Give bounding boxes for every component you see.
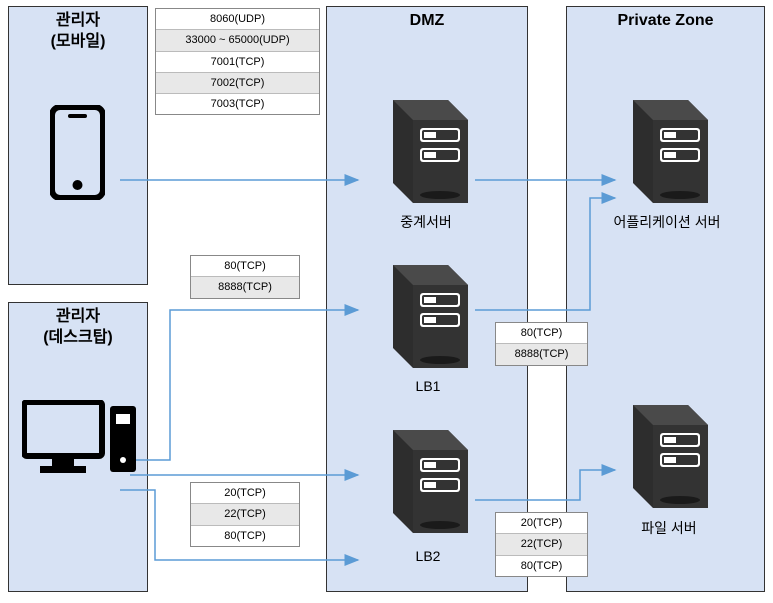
port-row: 20(TCP) — [496, 513, 587, 534]
port-row: 22(TCP) — [496, 534, 587, 555]
label-file: 파일 서버 — [634, 518, 704, 538]
port-row: 33000 ~ 65000(UDP) — [156, 30, 319, 51]
server-lb1-icon — [378, 260, 473, 375]
port-row: 7003(TCP) — [156, 94, 319, 114]
port-row: 20(TCP) — [191, 483, 299, 504]
port-row: 7002(TCP) — [156, 73, 319, 94]
phone-icon — [50, 105, 105, 200]
label-lb2: LB2 — [413, 548, 443, 564]
server-relay-icon — [378, 95, 473, 210]
port-row: 80(TCP) — [496, 323, 587, 344]
port-table-desktop-lb1: 80(TCP)8888(TCP) — [190, 255, 300, 299]
zone-desktop-title: 관리자(데스크탑) — [9, 303, 147, 349]
port-row: 8888(TCP) — [191, 277, 299, 297]
desktop-icon — [22, 400, 140, 480]
port-row: 80(TCP) — [496, 556, 587, 576]
server-lb2-icon — [378, 425, 473, 540]
zone-mobile-title: 관리자(모바일) — [9, 7, 147, 53]
port-row: 80(TCP) — [191, 256, 299, 277]
label-relay: 중계서버 — [396, 212, 456, 232]
port-row: 8888(TCP) — [496, 344, 587, 364]
zone-dmz-title: DMZ — [327, 7, 527, 32]
label-lb1: LB1 — [413, 378, 443, 394]
server-file-icon — [618, 400, 713, 515]
port-row: 80(TCP) — [191, 526, 299, 546]
port-table-mobile-relay: 8060(UDP)33000 ~ 65000(UDP)7001(TCP)7002… — [155, 8, 320, 115]
port-row: 8060(UDP) — [156, 9, 319, 30]
port-row: 7001(TCP) — [156, 52, 319, 73]
zone-private-title: Private Zone — [567, 7, 764, 32]
port-table-desktop-lb2: 20(TCP)22(TCP)80(TCP) — [190, 482, 300, 547]
server-app-icon — [618, 95, 713, 210]
port-table-lb2-file: 20(TCP)22(TCP)80(TCP) — [495, 512, 588, 577]
label-app: 어플리케이션 서버 — [602, 212, 732, 232]
port-table-lb1-app: 80(TCP)8888(TCP) — [495, 322, 588, 366]
port-row: 22(TCP) — [191, 504, 299, 525]
desktop-to-lb1 — [130, 310, 358, 460]
